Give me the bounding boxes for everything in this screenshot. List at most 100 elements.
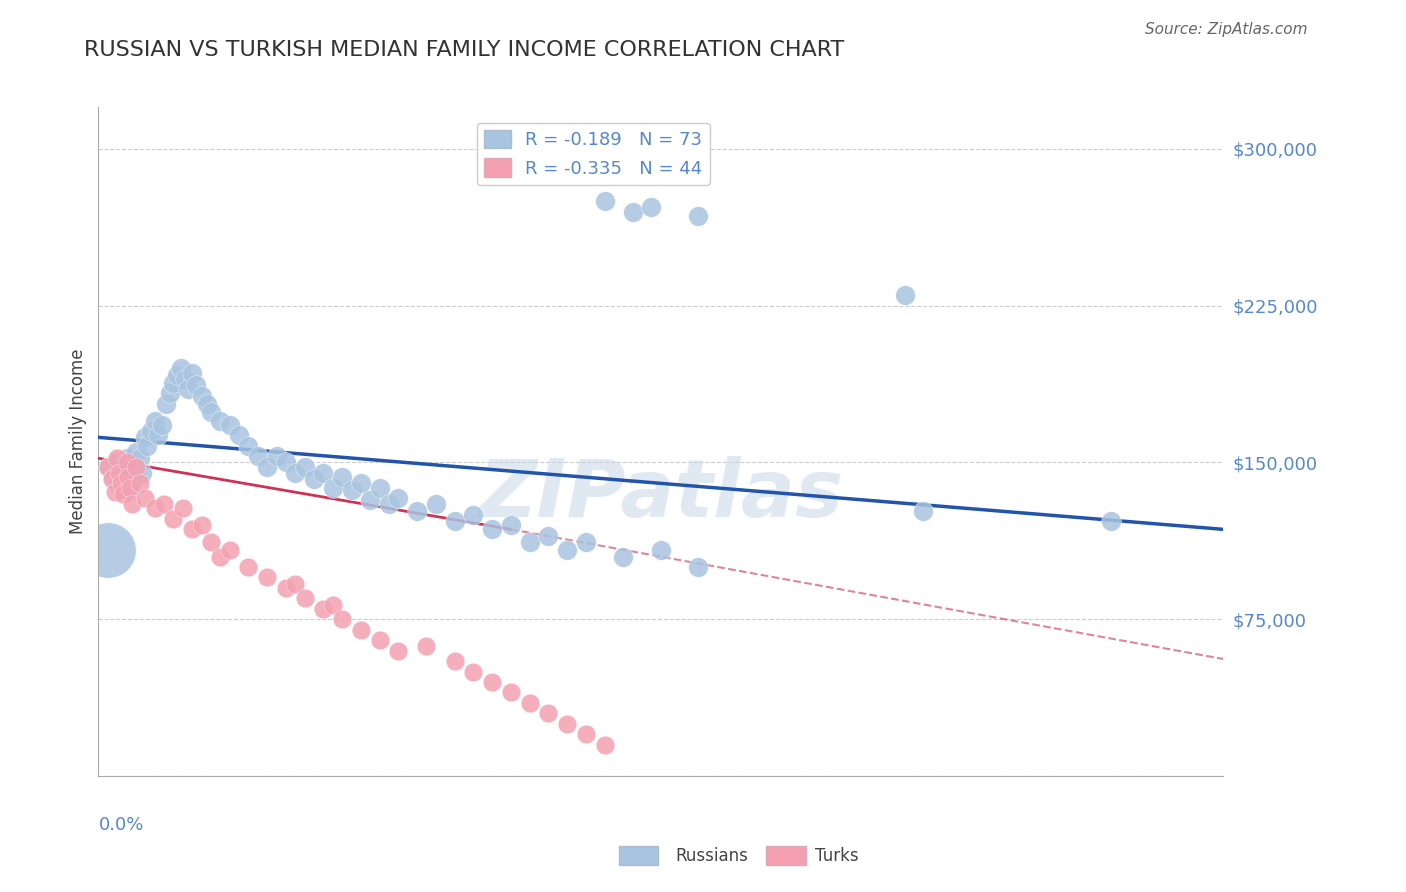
Point [443,514,465,528]
Point [481,675,503,690]
Point [177,382,200,396]
Point [159,386,181,401]
Point [148,428,170,442]
Point [499,518,522,533]
Point [172,501,194,516]
Point [274,581,297,595]
Point [537,528,560,542]
Point [139,424,162,438]
Point [195,397,218,411]
Point [111,487,134,501]
Point [190,518,212,533]
Point [136,439,159,453]
Point [131,466,153,480]
Point [256,459,278,474]
Point [284,576,307,591]
Point [463,508,485,522]
Point [294,591,316,606]
Point [117,483,139,497]
Point [117,470,139,484]
Point [350,476,373,491]
Point [125,461,148,475]
Text: 0.0%: 0.0% [98,816,143,834]
Point [350,623,373,637]
Point [312,601,335,615]
Point [97,459,120,474]
Point [125,445,148,459]
Point [340,483,363,497]
Point [593,738,616,752]
Point [104,484,127,499]
Point [650,543,672,558]
Point [228,428,250,442]
Text: RUSSIAN VS TURKISH MEDIAN FAMILY INCOME CORRELATION CHART: RUSSIAN VS TURKISH MEDIAN FAMILY INCOME … [84,40,845,60]
Point [115,455,138,469]
Point [100,472,122,486]
Point [125,459,148,474]
Point [218,417,240,432]
Point [105,451,128,466]
Point [443,654,465,668]
Point [688,209,710,223]
Point [121,497,143,511]
Point [322,481,344,495]
Point [312,466,335,480]
Point [612,549,634,564]
Point [238,439,260,453]
Point [190,388,212,402]
Point [115,470,138,484]
Point [153,497,176,511]
Point [266,449,288,463]
Legend: R = -0.189   N = 73, R = -0.335   N = 44: R = -0.189 N = 73, R = -0.335 N = 44 [477,123,710,185]
Point [209,414,232,428]
Point [519,534,541,549]
Point [162,376,184,390]
Point [238,560,260,574]
Point [537,706,560,721]
Point [415,640,437,654]
Point [387,491,409,505]
Point [110,476,132,491]
Point [105,476,128,491]
Point [481,522,503,536]
Point [256,570,278,584]
Point [209,549,232,564]
Point [200,534,222,549]
Point [499,685,522,699]
Point [519,696,541,710]
Point [97,543,120,558]
Point [274,455,297,469]
Point [555,543,578,558]
Point [246,449,269,463]
Point [120,481,142,495]
Point [105,455,128,469]
Text: Source: ZipAtlas.com: Source: ZipAtlas.com [1144,22,1308,37]
Text: ZIPatlas: ZIPatlas [478,456,844,534]
Point [108,466,131,480]
Point [200,405,222,419]
Point [621,204,644,219]
Point [1099,514,1122,528]
Point [121,476,143,491]
Point [110,466,132,480]
Point [143,501,166,516]
Point [134,430,156,444]
Point [170,361,193,376]
Point [425,497,447,511]
Text: Turks: Turks [815,847,859,865]
Point [688,560,710,574]
Point [330,470,353,484]
Point [893,288,915,302]
Point [368,633,391,648]
Point [181,522,204,536]
Y-axis label: Median Family Income: Median Family Income [69,349,87,534]
Point [368,481,391,495]
Point [181,366,204,380]
Point [575,727,598,741]
Point [322,598,344,612]
Point [359,493,381,508]
Point [387,643,409,657]
Point [406,503,429,517]
Point [97,459,120,474]
Point [128,451,150,466]
